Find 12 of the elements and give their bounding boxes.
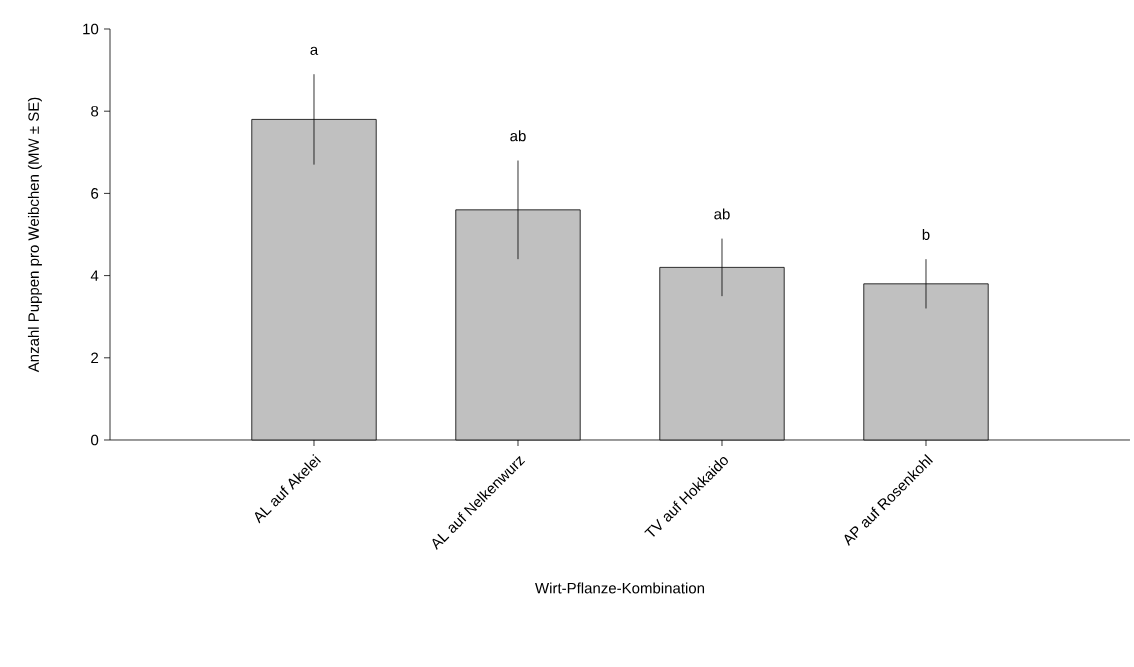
annotation: a [310, 46, 319, 55]
y-tick-label: 8 [91, 105, 99, 117]
y-tick-label: 6 [91, 188, 99, 199]
annotation: ab [510, 130, 526, 142]
y-axis-title: Anzahl Puppen pro Weibchen (MW ± SE) [27, 97, 42, 373]
y-tick-label: 10 [83, 23, 99, 35]
annotation: ab [714, 208, 730, 220]
y-tick-label: 4 [90, 270, 99, 281]
x-axis-title: Wirt-Pflanze-Kombination [535, 582, 705, 594]
annotation: b [922, 228, 930, 240]
y-tick-label: 2 [91, 352, 99, 364]
y-tick-label: 0 [91, 434, 99, 446]
